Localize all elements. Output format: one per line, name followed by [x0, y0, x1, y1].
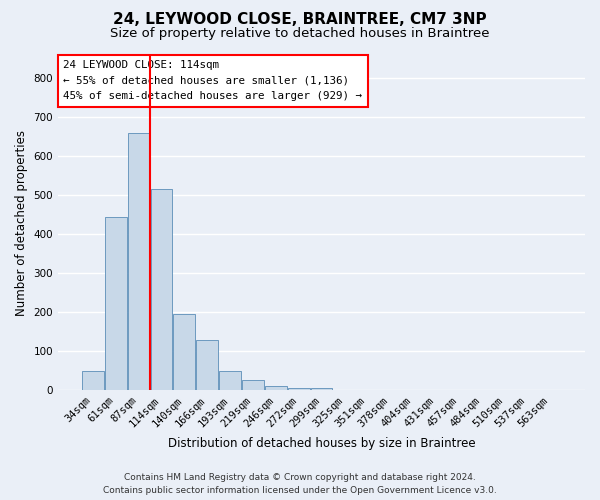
Bar	[105, 217, 127, 390]
Text: Contains HM Land Registry data © Crown copyright and database right 2024.
Contai: Contains HM Land Registry data © Crown c…	[103, 473, 497, 495]
Bar	[151, 190, 172, 390]
Bar	[265, 386, 287, 390]
Bar	[311, 388, 332, 390]
Text: 24, LEYWOOD CLOSE, BRAINTREE, CM7 3NP: 24, LEYWOOD CLOSE, BRAINTREE, CM7 3NP	[113, 12, 487, 28]
Bar	[128, 133, 149, 390]
Bar	[219, 370, 241, 390]
Bar	[288, 388, 310, 390]
Bar	[196, 340, 218, 390]
Bar	[82, 370, 104, 390]
Y-axis label: Number of detached properties: Number of detached properties	[15, 130, 28, 316]
Bar	[242, 380, 264, 390]
X-axis label: Distribution of detached houses by size in Braintree: Distribution of detached houses by size …	[168, 437, 475, 450]
Text: 24 LEYWOOD CLOSE: 114sqm
← 55% of detached houses are smaller (1,136)
45% of sem: 24 LEYWOOD CLOSE: 114sqm ← 55% of detach…	[64, 60, 362, 101]
Bar	[173, 314, 195, 390]
Text: Size of property relative to detached houses in Braintree: Size of property relative to detached ho…	[110, 28, 490, 40]
